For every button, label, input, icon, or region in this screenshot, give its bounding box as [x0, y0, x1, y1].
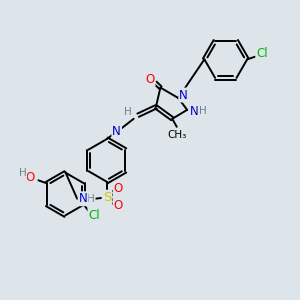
Text: H: H: [199, 106, 206, 116]
Text: N: N: [190, 105, 199, 118]
Text: N: N: [112, 125, 121, 138]
Text: Cl: Cl: [256, 47, 268, 60]
Text: N: N: [79, 192, 88, 205]
Text: O: O: [26, 171, 35, 184]
Text: S: S: [103, 191, 111, 204]
Text: Cl: Cl: [88, 208, 100, 222]
Text: N: N: [179, 88, 188, 101]
Text: H: H: [87, 194, 95, 204]
Text: O: O: [114, 199, 123, 212]
Text: H: H: [19, 168, 26, 178]
Text: CH₃: CH₃: [168, 130, 187, 140]
Text: O: O: [146, 73, 154, 86]
Text: O: O: [114, 182, 123, 195]
Text: H: H: [124, 107, 132, 117]
